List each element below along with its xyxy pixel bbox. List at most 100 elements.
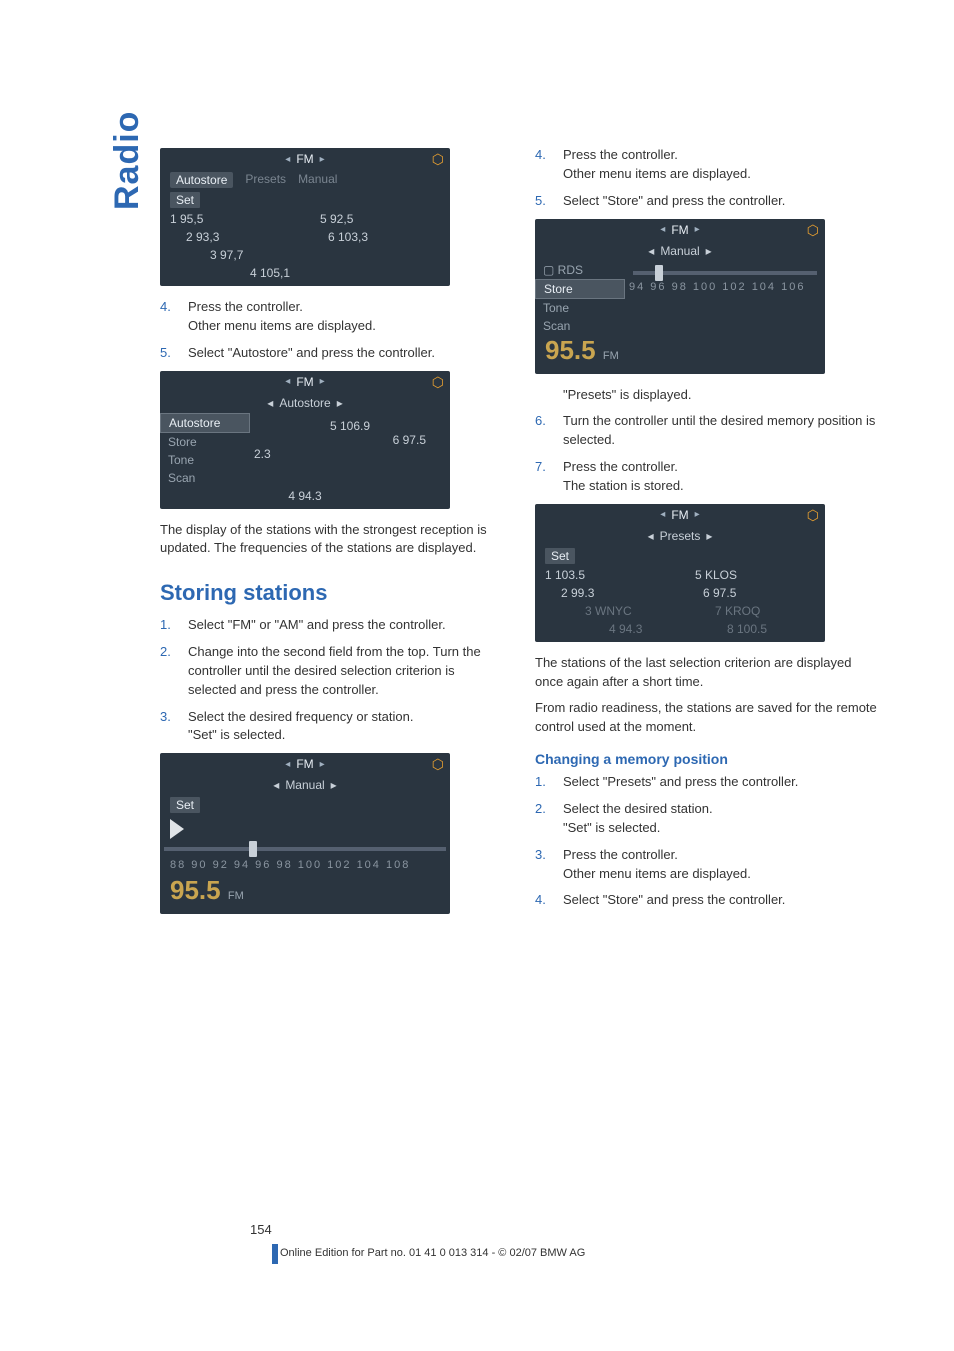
preset-cell[interactable]: 4 105,1 bbox=[250, 266, 440, 280]
step-number: 6. bbox=[535, 412, 553, 450]
screenshot-fm-autostore-list: ◂ FM ▸ ⬡ Autostore Presets Manual Set 1 … bbox=[160, 148, 450, 286]
preset-cell[interactable]: 2 99.3 bbox=[561, 586, 673, 600]
step-number: 4. bbox=[160, 298, 178, 336]
chevron-left-icon: ◂ bbox=[285, 759, 290, 770]
preset-row: 3 WNYC7 KROQ bbox=[535, 602, 825, 620]
preset-row: 4 94.38 100.5 bbox=[535, 620, 825, 638]
menu-autostore[interactable]: Autostore bbox=[160, 413, 250, 433]
ss-left-menu: Autostore Store Tone Scan bbox=[160, 413, 250, 487]
step-number: 2. bbox=[160, 643, 178, 700]
preset-cell[interactable]: 6 103,3 bbox=[298, 230, 440, 244]
set-button[interactable]: Set bbox=[170, 192, 200, 208]
preset-cell[interactable]: 1 103.5 bbox=[545, 568, 665, 582]
chevron-left-icon: ◂ bbox=[660, 509, 665, 520]
menu-tone[interactable]: Tone bbox=[160, 451, 250, 469]
preset-cell[interactable]: 2 93,3 bbox=[186, 230, 298, 244]
chevron-left-icon: ◂ bbox=[285, 376, 290, 387]
right-column: 4. Press the controller.Other menu items … bbox=[535, 140, 880, 926]
current-frequency: 95.5 FM bbox=[160, 875, 450, 910]
ss-topbar: ◂ FM ▸ ⬡ bbox=[535, 504, 825, 526]
slider-thumb[interactable] bbox=[655, 265, 663, 281]
chevron-right-icon: ▸ bbox=[706, 529, 712, 543]
step-item: 1.Select "Presets" and press the control… bbox=[535, 773, 880, 792]
step-item: 5.Select "Autostore" and press the contr… bbox=[160, 344, 505, 363]
preset-row: 1 95,55 92,5 bbox=[160, 210, 450, 228]
step-item: 4.Press the controller.Other menu items … bbox=[535, 146, 880, 184]
step-number: 5. bbox=[160, 344, 178, 363]
body-paragraph: The stations of the last selection crite… bbox=[535, 654, 880, 692]
screenshot-fm-store-menu: ◂ FM ▸ ⬡ ◂ Manual ▸ ▢ RDS Store Tone Sca… bbox=[535, 219, 825, 374]
set-button[interactable]: Set bbox=[170, 797, 200, 813]
step-item: 2. Select the desired station."Set" is se… bbox=[535, 800, 880, 838]
band-label: FM bbox=[671, 508, 688, 522]
step-item: 3. Press the controller.Other menu items … bbox=[535, 846, 880, 884]
preset-cell[interactable]: 7 KROQ bbox=[685, 604, 815, 618]
freq-value: 2.3 bbox=[254, 447, 446, 461]
nav-icon: ⬡ bbox=[432, 374, 444, 391]
screenshot-fm-autostore-menu: ◂ FM ▸ ⬡ ◂ Autostore ▸ Autostore Store T… bbox=[160, 371, 450, 509]
ss-body: ▢ RDS Store Tone Scan 94 96 98 100 102 1… bbox=[535, 261, 825, 335]
step-number: 1. bbox=[160, 616, 178, 635]
step-list: 4.Press the controller.Other menu items … bbox=[160, 298, 505, 363]
preset-row: 3 97,7 bbox=[160, 246, 450, 264]
ss-set-row: Set bbox=[160, 795, 450, 815]
preset-cell[interactable]: 5 KLOS bbox=[665, 568, 815, 582]
ss-topbar: ◂ FM ▸ ⬡ bbox=[160, 753, 450, 775]
screenshot-fm-presets-list: ◂ FM ▸ ⬡ ◂ Presets ▸ Set 1 103.55 KLOS 2… bbox=[535, 504, 825, 642]
current-frequency: 95.5 FM bbox=[535, 335, 825, 370]
step-item: 2.Change into the second field from the … bbox=[160, 643, 505, 700]
preset-cell[interactable]: 1 95,5 bbox=[170, 212, 290, 226]
freq-value: 6 97.5 bbox=[254, 433, 446, 447]
tab-autostore[interactable]: Autostore bbox=[170, 172, 233, 188]
tuning-slider[interactable] bbox=[633, 271, 817, 275]
preset-cell[interactable]: 6 97.5 bbox=[673, 586, 815, 600]
step-item: 4.Select "Store" and press the controlle… bbox=[535, 891, 880, 910]
slider-thumb[interactable] bbox=[249, 841, 257, 857]
step-text: Turn the controller until the desired me… bbox=[563, 412, 880, 450]
tab-presets[interactable]: Presets bbox=[245, 172, 286, 188]
body-paragraph: The display of the stations with the str… bbox=[160, 521, 505, 559]
screenshot-fm-manual-tune: ◂ FM ▸ ⬡ ◂ Manual ▸ Set 88 90 92 94 96 9… bbox=[160, 753, 450, 914]
left-column: ◂ FM ▸ ⬡ Autostore Presets Manual Set 1 … bbox=[160, 140, 505, 926]
tuning-cursor-icon bbox=[170, 819, 184, 839]
step-text: Change into the second field from the to… bbox=[188, 643, 505, 700]
page-number: 154 bbox=[250, 1222, 272, 1237]
menu-scan[interactable]: Scan bbox=[160, 469, 250, 487]
preset-cell[interactable]: 3 WNYC bbox=[585, 604, 685, 618]
menu-rds[interactable]: ▢ RDS bbox=[535, 261, 625, 279]
menu-scan[interactable]: Scan bbox=[535, 317, 625, 335]
freq-unit: FM bbox=[603, 350, 619, 362]
freq-value: 4 94.3 bbox=[160, 487, 450, 505]
preset-cell[interactable]: 5 92,5 bbox=[290, 212, 440, 226]
step-item: 1. Select "FM" or "AM" and press the cont… bbox=[160, 616, 505, 635]
set-button[interactable]: Set bbox=[545, 548, 575, 564]
mode-label: Manual bbox=[660, 244, 699, 258]
menu-store[interactable]: Store bbox=[535, 279, 625, 299]
preset-cell[interactable]: 8 100.5 bbox=[697, 622, 815, 636]
step-text: Select the desired frequency or station.… bbox=[188, 708, 505, 746]
tuning-slider[interactable] bbox=[164, 847, 446, 851]
step-text: Press the controller.Other menu items ar… bbox=[563, 846, 880, 884]
preset-row: 2 93,36 103,3 bbox=[160, 228, 450, 246]
step-text: Select the desired station."Set" is sele… bbox=[563, 800, 880, 838]
menu-store[interactable]: Store bbox=[160, 433, 250, 451]
chevron-left-icon: ◂ bbox=[660, 224, 665, 235]
ss-right-area: 5 106.9 6 97.5 2.3 bbox=[250, 413, 450, 487]
footer-copyright: Online Edition for Part no. 01 41 0 013 … bbox=[280, 1247, 585, 1259]
preset-row: 4 105,1 bbox=[160, 264, 450, 282]
chevron-right-icon: ▸ bbox=[320, 376, 325, 387]
tab-manual[interactable]: Manual bbox=[298, 172, 337, 188]
preset-cell[interactable]: 4 94.3 bbox=[609, 622, 697, 636]
step-text: Select "FM" or "AM" and press the contro… bbox=[188, 616, 505, 635]
step-item: 7.Press the controller.The station is st… bbox=[535, 458, 880, 496]
step-item: 5.Select "Store" and press the controlle… bbox=[535, 192, 880, 211]
menu-tone[interactable]: Tone bbox=[535, 299, 625, 317]
chevron-left-icon: ◂ bbox=[267, 396, 273, 410]
step-number: 4. bbox=[535, 146, 553, 184]
mode-label: Manual bbox=[285, 778, 324, 792]
step-number: 3. bbox=[535, 846, 553, 884]
step-number: 2. bbox=[535, 800, 553, 838]
band-label: FM bbox=[671, 223, 688, 237]
preset-cell[interactable]: 3 97,7 bbox=[210, 248, 440, 262]
heading-storing-stations: Storing stations bbox=[160, 580, 505, 606]
